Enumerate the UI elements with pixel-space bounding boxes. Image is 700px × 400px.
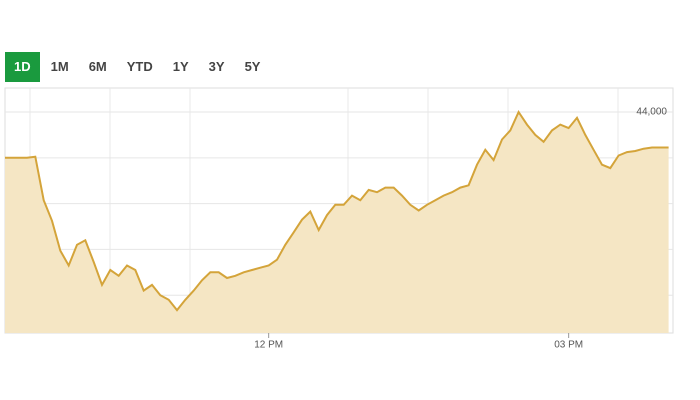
x-tick-label: 12 PM	[254, 340, 283, 351]
area	[5, 112, 669, 333]
range-tab[interactable]: 1Y	[172, 59, 189, 74]
x-tick-label: 03 PM	[554, 340, 583, 351]
range-tab[interactable]: 3Y	[208, 59, 225, 74]
range-tabs: 1D 1M 6M YTD 1Y 3Y 5Y	[5, 52, 271, 82]
range-tab[interactable]: YTD	[126, 59, 153, 74]
range-tab[interactable]: 1M	[50, 59, 69, 74]
line	[5, 109, 669, 312]
range-tab[interactable]: 6M	[88, 59, 107, 74]
range-tab[interactable]: 5Y	[244, 59, 261, 74]
y-tick-label: 44,000	[636, 107, 667, 118]
range-tab[interactable]: 1D	[5, 52, 40, 82]
